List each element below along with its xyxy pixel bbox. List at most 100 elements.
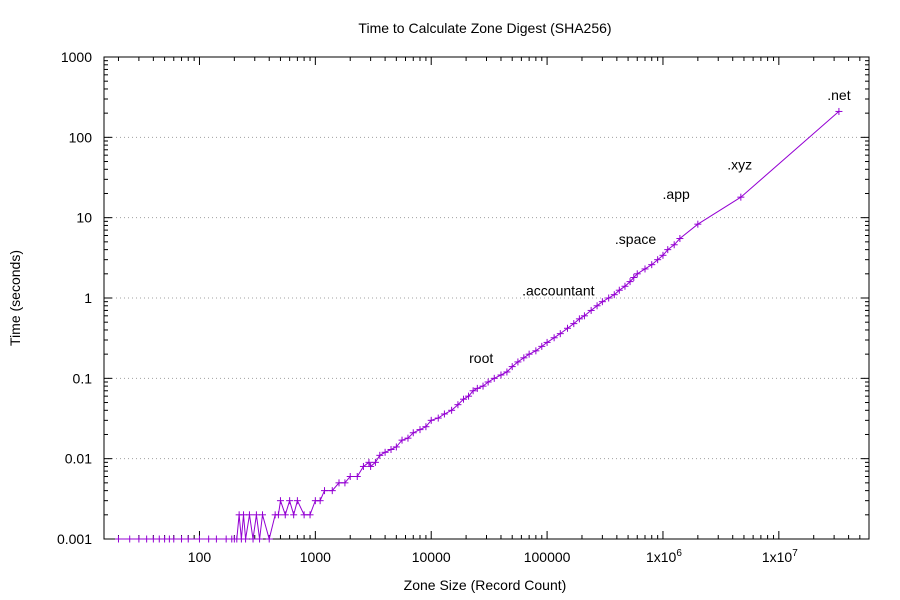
data-point <box>126 535 134 543</box>
series-line <box>118 111 840 541</box>
data-point <box>570 320 578 328</box>
annotation-label: .xyz <box>727 156 752 172</box>
data-point <box>654 256 662 264</box>
data-point <box>341 479 349 487</box>
annotation-label: root <box>469 350 493 366</box>
data-point <box>300 511 308 519</box>
data-point <box>670 241 678 249</box>
series-path <box>118 111 840 541</box>
data-point <box>387 446 395 454</box>
data-point <box>274 511 282 519</box>
series-markers <box>114 107 843 543</box>
data-point <box>664 246 672 254</box>
y-tick-label: 1000 <box>61 49 92 65</box>
data-point <box>454 401 462 409</box>
data-point <box>256 535 264 543</box>
data-point <box>593 302 601 310</box>
data-point <box>293 497 301 505</box>
y-tick-label: 0.1 <box>73 370 93 386</box>
data-point <box>550 334 558 342</box>
x-tick-label: 1x107 <box>762 548 798 565</box>
data-point <box>398 436 406 444</box>
data-point <box>316 497 324 505</box>
data-point <box>835 107 843 115</box>
data-point <box>676 235 684 243</box>
data-point <box>434 414 442 422</box>
data-point <box>392 443 400 451</box>
data-point <box>252 511 260 519</box>
data-point <box>286 497 294 505</box>
y-axis-label: Time (seconds) <box>7 250 23 346</box>
data-point <box>525 350 533 358</box>
x-tick-label: 100 <box>188 549 212 565</box>
data-point <box>587 306 595 314</box>
data-point <box>416 426 424 434</box>
data-point <box>346 472 354 480</box>
y-tick-label: 1 <box>84 290 92 306</box>
data-point <box>427 416 435 424</box>
data-point <box>659 251 667 259</box>
data-point <box>212 535 220 543</box>
data-point <box>460 395 468 403</box>
data-point <box>242 535 250 543</box>
data-point <box>184 535 192 543</box>
x-tick-label-base: 10000 <box>412 549 451 565</box>
data-point <box>580 312 588 320</box>
data-point <box>508 363 516 371</box>
data-point <box>404 434 412 442</box>
data-point <box>514 358 522 366</box>
x-tick-label-exponent: 7 <box>792 548 798 559</box>
annotation-label: .net <box>827 87 850 103</box>
data-point <box>598 298 606 306</box>
data-point <box>497 371 505 379</box>
data-point <box>276 497 284 505</box>
data-point <box>328 487 336 495</box>
data-point <box>259 511 267 519</box>
data-point <box>538 342 546 350</box>
data-point <box>178 535 186 543</box>
data-point <box>367 462 375 470</box>
data-point <box>694 220 702 228</box>
x-tick-label: 10000 <box>412 549 451 565</box>
data-point <box>422 423 430 431</box>
data-point <box>249 535 257 543</box>
data-point <box>556 330 564 338</box>
data-point <box>605 294 613 302</box>
data-point <box>170 535 178 543</box>
x-tick-label: 1000 <box>300 549 331 565</box>
data-point <box>149 535 157 543</box>
data-point <box>520 354 528 362</box>
data-point <box>626 278 634 286</box>
data-point <box>240 511 248 519</box>
data-point <box>532 347 540 355</box>
data-point <box>265 535 273 543</box>
data-point <box>621 282 629 290</box>
data-point <box>135 535 143 543</box>
data-point <box>371 458 379 466</box>
chart-title: Time to Calculate Zone Digest (SHA256) <box>358 20 611 36</box>
data-point <box>648 261 656 269</box>
x-tick-label: 1x106 <box>646 548 682 565</box>
data-point <box>610 291 618 299</box>
data-point <box>473 384 481 392</box>
y-tick-label: 10 <box>76 210 92 226</box>
x-tick-label-base: 1x10 <box>646 549 677 565</box>
data-point <box>245 511 253 519</box>
annotations: root .accountant .space .app .xyz .net <box>469 87 851 366</box>
plot-area-border <box>103 56 870 540</box>
data-point <box>484 378 492 386</box>
data-point <box>195 535 203 543</box>
data-point <box>365 458 373 466</box>
y-tick-label: 0.01 <box>65 451 92 467</box>
data-point <box>465 392 473 400</box>
x-tick-label-base: 100000 <box>524 549 571 565</box>
axis-ticks: 0.001 0.01 0.1 1 10 100 1000 100 1000 10000 100000… <box>57 49 870 565</box>
data-point <box>563 324 571 332</box>
x-tick-label: 100000 <box>524 549 571 565</box>
data-point <box>353 472 361 480</box>
data-point <box>633 270 641 278</box>
data-point <box>615 286 623 294</box>
data-point <box>143 535 151 543</box>
data-point <box>479 382 487 390</box>
